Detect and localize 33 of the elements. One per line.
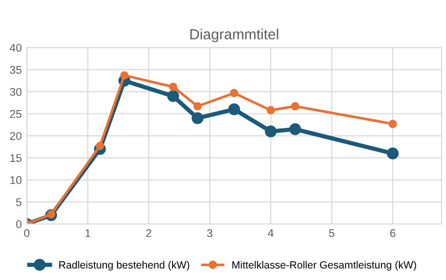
- point: [96, 142, 104, 150]
- point: [388, 120, 397, 128]
- y-tick-label: 5: [16, 198, 22, 206]
- legend-label: Radleistung bestehend (kW): [59, 260, 190, 271]
- point: [168, 82, 178, 92]
- point: [266, 106, 275, 114]
- y-tick-label: 40: [10, 44, 22, 52]
- y-tick-label: 15: [10, 154, 22, 162]
- point: [193, 102, 202, 110]
- point: [290, 102, 300, 110]
- point: [386, 148, 399, 160]
- x-tick-label: 1: [86, 229, 90, 237]
- point: [264, 125, 277, 138]
- x-tick-label: 0: [24, 229, 30, 238]
- y-tick-label: 10: [10, 176, 22, 184]
- y-tick-label: 35: [10, 66, 22, 74]
- point: [167, 90, 180, 102]
- x-tick-label: 2: [146, 229, 152, 237]
- point: [192, 112, 204, 124]
- y-tick-label: 0: [16, 220, 22, 228]
- y-tick-label: 30: [10, 88, 22, 96]
- point: [230, 88, 238, 98]
- y-tick-label: 20: [10, 132, 22, 140]
- point: [228, 103, 240, 116]
- x-tick-label: 6: [390, 229, 396, 238]
- x-tick-label: 3: [207, 229, 212, 238]
- chart-title: Diagrammtitel: [190, 28, 278, 42]
- point: [120, 71, 129, 80]
- x-tick-label: 4: [268, 229, 274, 237]
- legend-label: Mittelklasse-Roller Gesamtleistung (kW): [232, 260, 416, 271]
- y-tick-label: 25: [10, 110, 22, 118]
- x-tick-label: 5: [329, 229, 334, 238]
- point: [289, 123, 302, 136]
